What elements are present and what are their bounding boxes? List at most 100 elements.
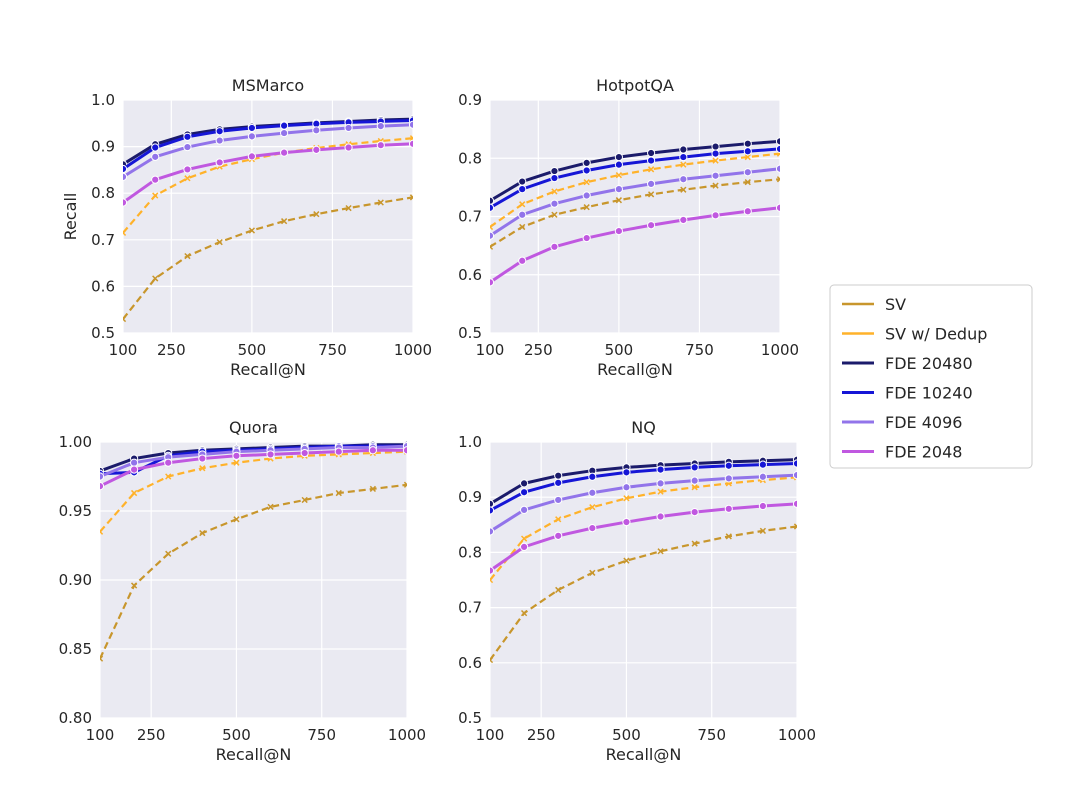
data-point xyxy=(130,458,139,467)
data-point xyxy=(301,496,308,504)
data-point xyxy=(520,505,529,514)
data-point xyxy=(100,482,105,491)
data-point xyxy=(199,529,206,537)
data-point xyxy=(554,495,563,505)
data-point xyxy=(680,161,687,168)
series-line xyxy=(100,483,407,660)
data-point xyxy=(582,191,591,200)
data-point xyxy=(183,132,192,141)
series-fde-4096 xyxy=(490,164,780,240)
data-point xyxy=(656,479,665,488)
data-point xyxy=(711,211,720,220)
data-point xyxy=(490,278,495,287)
series-line xyxy=(490,476,797,581)
y-tick-label: 0.9 xyxy=(91,138,115,156)
data-point xyxy=(490,231,495,240)
data-point xyxy=(490,656,494,664)
data-point xyxy=(248,227,256,234)
series-group xyxy=(490,137,780,287)
data-point xyxy=(403,481,407,488)
data-point xyxy=(725,533,732,540)
data-point xyxy=(519,201,526,208)
data-point xyxy=(679,152,688,162)
series-fde-10240 xyxy=(490,144,780,212)
x-tick-label: 750 xyxy=(685,341,714,359)
x-tick-label: 1000 xyxy=(761,341,799,359)
data-point xyxy=(300,448,309,458)
data-point xyxy=(711,171,720,180)
series-line xyxy=(100,448,407,488)
data-point xyxy=(793,523,797,530)
legend-label: FDE 2048 xyxy=(885,443,962,462)
legend: SV SV w/ Dedup FDE 20480 FDE 10240 FDE 4096 F… xyxy=(829,284,1033,469)
series-line xyxy=(100,450,407,533)
data-point xyxy=(647,179,656,188)
data-point xyxy=(520,479,529,488)
data-point xyxy=(623,557,630,564)
data-point xyxy=(490,243,494,250)
data-point xyxy=(614,226,623,236)
data-point xyxy=(183,165,192,174)
data-point xyxy=(232,451,241,460)
series-line xyxy=(490,525,797,661)
data-point xyxy=(280,121,289,130)
series-sv-w-dedup xyxy=(490,474,797,584)
y-tick-label: 1.0 xyxy=(91,91,115,109)
data-point xyxy=(123,198,128,207)
data-point xyxy=(123,172,128,181)
series-line xyxy=(490,462,797,512)
y-axis-label: Recall xyxy=(61,193,80,241)
x-tick-label: 1000 xyxy=(394,341,432,359)
series-fde-10240 xyxy=(490,459,797,515)
data-point xyxy=(335,489,342,497)
data-point xyxy=(184,252,191,260)
data-point xyxy=(198,454,207,463)
legend-box xyxy=(829,284,1033,469)
data-point xyxy=(550,242,559,251)
data-point xyxy=(615,172,623,179)
plot-area xyxy=(490,442,797,718)
data-point xyxy=(151,143,160,152)
series-fde-20480 xyxy=(490,137,780,205)
data-point xyxy=(409,194,413,201)
data-point xyxy=(759,527,767,535)
data-point xyxy=(518,177,527,186)
data-point xyxy=(550,166,559,176)
data-point xyxy=(758,501,767,511)
series-fde-10240 xyxy=(123,116,413,174)
data-point xyxy=(657,548,664,555)
chart-2: 100 250 500 750 1000 0.5 0.6 0.7 0.8 0.9 HotpotQA R… xyxy=(458,76,799,379)
y-tick-label: 0.5 xyxy=(458,709,482,727)
x-tick-label: 100 xyxy=(109,341,138,359)
data-point xyxy=(280,218,288,225)
y-tick-label: 0.5 xyxy=(458,324,482,342)
x-tick-label: 500 xyxy=(222,726,251,744)
data-point xyxy=(164,458,173,467)
data-point xyxy=(280,148,289,157)
y-tick-label: 0.85 xyxy=(59,640,92,658)
series-line xyxy=(490,502,797,572)
data-point xyxy=(679,215,688,225)
legend-label: FDE 4096 xyxy=(885,413,962,432)
data-point xyxy=(518,256,527,265)
data-point xyxy=(130,582,138,589)
series-sv xyxy=(490,176,780,250)
x-axis-label: Recall@N xyxy=(597,360,673,379)
data-point xyxy=(344,143,353,152)
legend-label: SV xyxy=(885,295,906,314)
series-sv xyxy=(100,481,407,662)
data-point xyxy=(583,204,590,211)
series-line xyxy=(490,147,780,210)
data-point xyxy=(582,233,591,243)
data-point xyxy=(614,152,623,162)
x-tick-label: 1000 xyxy=(388,726,426,744)
data-point xyxy=(758,472,767,481)
data-point xyxy=(582,158,591,168)
data-point xyxy=(409,135,413,142)
data-point xyxy=(743,207,752,216)
series-sv-w-dedup xyxy=(490,150,780,231)
data-point xyxy=(724,474,733,483)
data-point xyxy=(615,197,623,204)
data-point xyxy=(588,524,597,533)
